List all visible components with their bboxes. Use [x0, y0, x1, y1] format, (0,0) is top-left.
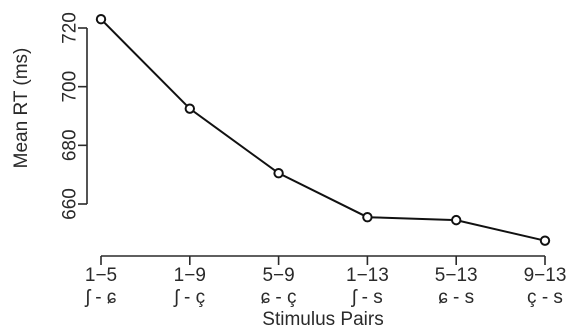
- plot-area: [95, 14, 551, 246]
- data-point: [539, 235, 551, 246]
- y-tick-label: 660: [60, 188, 81, 220]
- data-point: [184, 103, 196, 114]
- x-tick-label: 1−9: [174, 265, 206, 286]
- data-point: [273, 168, 284, 179]
- data-point: [451, 214, 462, 226]
- x-tick-sublabel: ʃ - ɕ: [84, 287, 117, 308]
- x-tick-label: 5−13: [435, 265, 478, 286]
- x-tick-sublabel: ɕ - ç: [261, 287, 297, 308]
- y-tick-label: 720: [60, 12, 81, 44]
- y-tick-label: 700: [60, 71, 81, 103]
- y-tick-label: 680: [60, 129, 81, 161]
- x-tick-label: 1−13: [346, 265, 389, 286]
- x-tick-label: 9−13: [524, 265, 567, 286]
- x-tick-sublabel: ç - s: [527, 287, 563, 308]
- x-tick-sublabel: ɕ - s: [438, 287, 474, 308]
- y-axis-title: Mean RT (ms): [11, 48, 32, 169]
- x-tick-sublabel: ʃ - ç: [172, 287, 205, 308]
- data-point: [362, 212, 373, 223]
- data-point: [95, 14, 107, 25]
- x-tick-sublabel: ʃ - s: [350, 287, 383, 308]
- y-axis: 660 680 700 720: [60, 12, 88, 220]
- x-tick-label: 1−5: [85, 265, 117, 286]
- x-axis-title: Stimulus Pairs: [262, 309, 383, 330]
- x-tick-label: 5−9: [262, 265, 294, 286]
- series-line: [100, 18, 546, 242]
- x-axis: 1−5ʃ - ɕ 1−9ʃ - ç 5−9ɕ - ç 1−13ʃ - s 5−13ɕ -…: [84, 255, 567, 308]
